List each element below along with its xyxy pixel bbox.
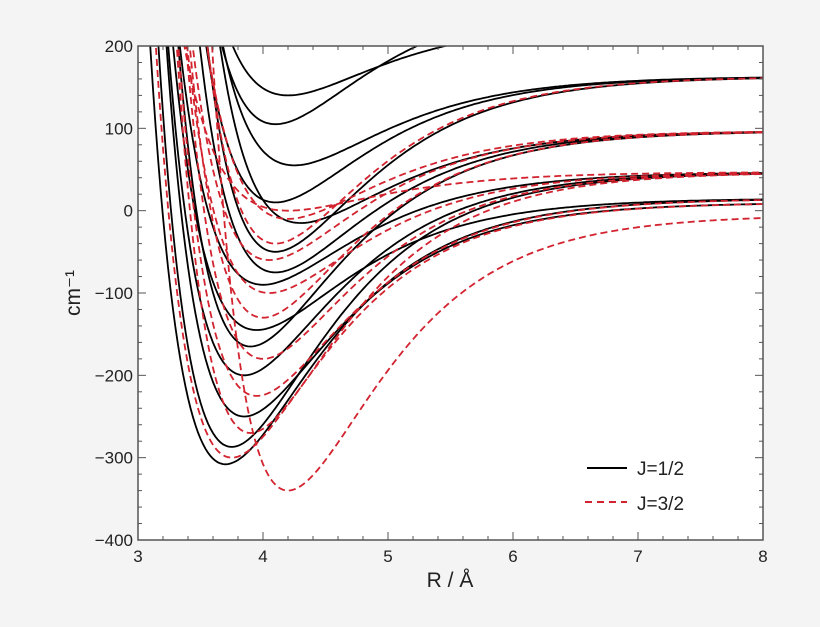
- y-tick-label: 100: [105, 119, 133, 138]
- x-tick-label: 7: [633, 547, 642, 566]
- y-tick-label: −400: [95, 531, 133, 550]
- x-axis-label: R / Å: [427, 569, 474, 592]
- j32-curve-0: [211, 46, 763, 492]
- j12-curve-8: [206, 46, 763, 253]
- j32-curve-3: [177, 46, 763, 397]
- y-axis-label: cm⁻¹: [62, 270, 85, 316]
- y-tick-label: 0: [124, 202, 133, 221]
- j12-curve-13: [221, 46, 420, 126]
- x-tick-label: 8: [758, 547, 767, 566]
- j12-curve-3: [167, 46, 763, 377]
- x-tick-label: 5: [383, 547, 392, 566]
- j32-curve-10: [183, 46, 763, 212]
- y-tick-label: 200: [105, 37, 133, 56]
- j32-curve-5: [188, 46, 763, 319]
- j32-curve-1: [154, 46, 763, 459]
- x-tick-label: 3: [133, 547, 142, 566]
- x-tick-label: 4: [258, 547, 267, 566]
- x-tick-label: 6: [508, 547, 517, 566]
- legend: J=1/2 J=3/2: [585, 459, 684, 515]
- j32-curve-6: [186, 46, 763, 294]
- y-tick-label: −200: [95, 366, 133, 385]
- legend-label-j32: J=3/2: [637, 494, 684, 515]
- j32-curve-2: [175, 46, 763, 434]
- j12-curve-6: [178, 46, 763, 286]
- j12-curve-11: [222, 46, 763, 167]
- legend-label-j12: J=1/2: [637, 459, 684, 480]
- j32-curve-9: [206, 46, 763, 220]
- y-tick-label: −100: [95, 284, 133, 303]
- y-tick-label: −300: [95, 449, 133, 468]
